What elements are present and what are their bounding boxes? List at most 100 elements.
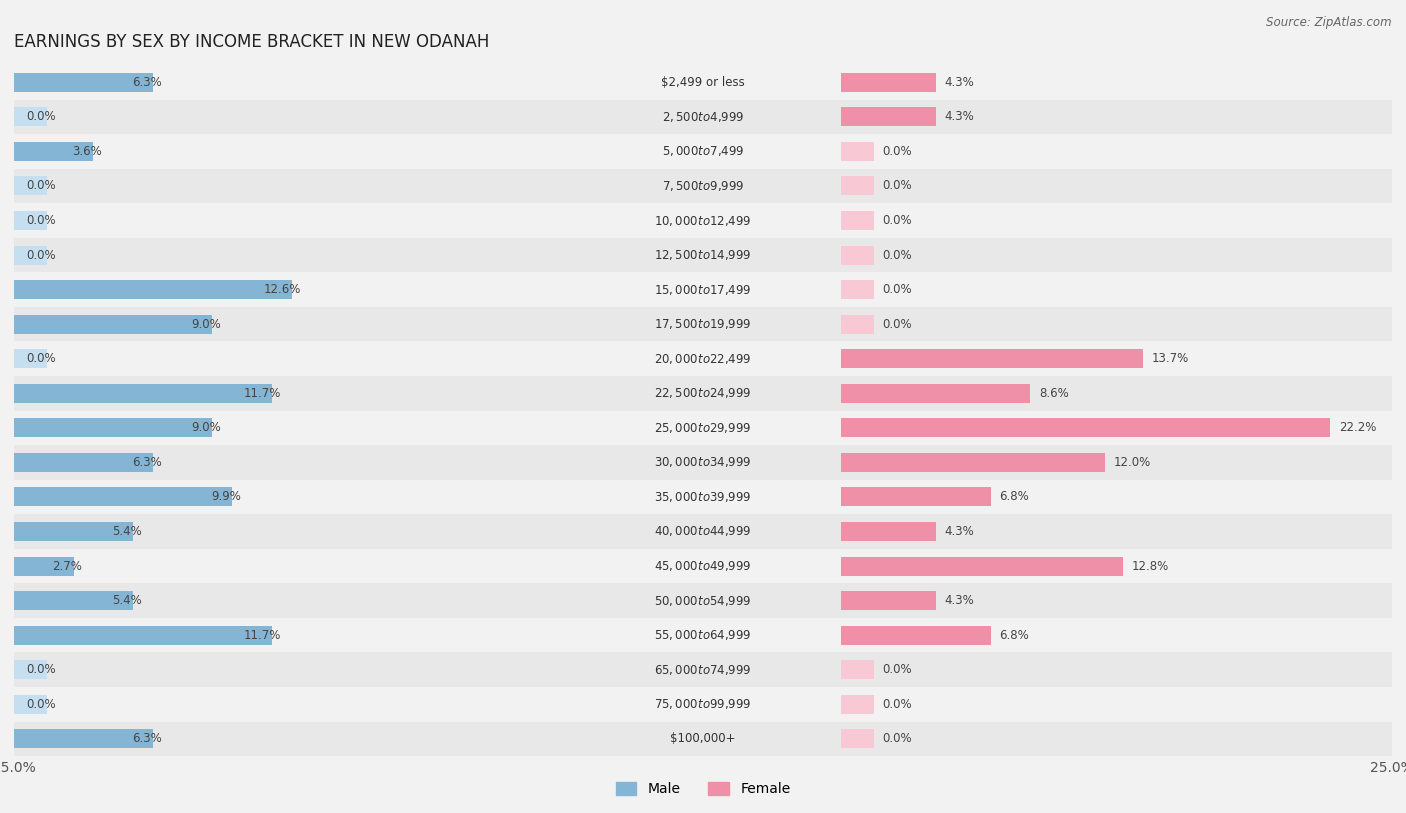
Bar (14, 411, 565, 446)
Bar (565, 446, 841, 480)
Bar (841, 549, 1392, 584)
Bar (841, 515, 1392, 549)
Bar (565, 169, 841, 203)
Bar (14, 99, 565, 134)
Text: $12,500 to $14,999: $12,500 to $14,999 (654, 248, 752, 262)
Text: 0.0%: 0.0% (883, 318, 912, 331)
Bar (565, 376, 841, 411)
Text: $35,000 to $39,999: $35,000 to $39,999 (654, 490, 752, 504)
Bar (841, 272, 1392, 307)
Text: 4.3%: 4.3% (945, 76, 974, 89)
Bar (565, 411, 841, 446)
Bar (14, 176, 48, 195)
Bar (14, 169, 565, 203)
Bar (14, 626, 271, 645)
Text: 12.0%: 12.0% (1114, 456, 1152, 469)
Bar (841, 411, 1392, 446)
Bar (14, 246, 48, 264)
Bar (841, 107, 935, 126)
Bar (841, 660, 875, 679)
Bar (14, 687, 565, 722)
Bar (14, 65, 565, 99)
Bar (14, 695, 48, 714)
Bar (841, 488, 991, 506)
Bar (565, 134, 841, 169)
Text: 4.3%: 4.3% (945, 594, 974, 607)
Bar (14, 134, 565, 169)
Text: 4.3%: 4.3% (945, 111, 974, 124)
Bar (14, 515, 565, 549)
Text: 0.0%: 0.0% (883, 663, 912, 676)
Text: 0.0%: 0.0% (883, 698, 912, 711)
Text: 0.0%: 0.0% (27, 180, 56, 193)
Bar (565, 237, 841, 272)
Text: $100,000+: $100,000+ (671, 733, 735, 746)
Bar (14, 203, 565, 237)
Bar (841, 350, 1143, 368)
Bar (14, 584, 565, 618)
Text: 22.2%: 22.2% (1339, 421, 1376, 434)
Text: 0.0%: 0.0% (883, 733, 912, 746)
Text: $45,000 to $49,999: $45,000 to $49,999 (654, 559, 752, 573)
Bar (841, 176, 875, 195)
Bar (14, 652, 565, 687)
Bar (14, 73, 153, 92)
Text: 9.0%: 9.0% (191, 421, 221, 434)
Bar (14, 446, 565, 480)
Text: $65,000 to $74,999: $65,000 to $74,999 (654, 663, 752, 676)
Text: $2,500 to $4,999: $2,500 to $4,999 (662, 110, 744, 124)
Text: $22,500 to $24,999: $22,500 to $24,999 (654, 386, 752, 400)
Bar (14, 660, 48, 679)
Bar (565, 618, 841, 652)
Bar (14, 729, 153, 748)
Text: 0.0%: 0.0% (883, 145, 912, 158)
Bar (841, 203, 1392, 237)
Bar (565, 99, 841, 134)
Text: $17,500 to $19,999: $17,500 to $19,999 (654, 317, 752, 331)
Text: 12.6%: 12.6% (263, 283, 301, 296)
Text: 9.0%: 9.0% (191, 318, 221, 331)
Bar (841, 315, 875, 333)
Text: $50,000 to $54,999: $50,000 to $54,999 (654, 593, 752, 607)
Bar (841, 280, 875, 299)
Text: 11.7%: 11.7% (243, 387, 281, 400)
Text: 0.0%: 0.0% (883, 249, 912, 262)
Text: $20,000 to $22,499: $20,000 to $22,499 (654, 352, 752, 366)
Bar (14, 211, 48, 230)
Bar (841, 246, 875, 264)
Bar (14, 376, 565, 411)
Text: 13.7%: 13.7% (1152, 352, 1189, 365)
Text: 9.9%: 9.9% (211, 490, 242, 503)
Bar (14, 480, 565, 515)
Bar (841, 99, 1392, 134)
Bar (14, 280, 292, 299)
Text: $40,000 to $44,999: $40,000 to $44,999 (654, 524, 752, 538)
Bar (14, 618, 565, 652)
Bar (841, 729, 875, 748)
Bar (841, 169, 1392, 203)
Text: EARNINGS BY SEX BY INCOME BRACKET IN NEW ODANAH: EARNINGS BY SEX BY INCOME BRACKET IN NEW… (14, 33, 489, 50)
Bar (14, 522, 134, 541)
Text: 0.0%: 0.0% (883, 214, 912, 227)
Bar (841, 722, 1392, 756)
Text: 6.3%: 6.3% (132, 733, 162, 746)
Bar (841, 419, 1330, 437)
Bar (565, 687, 841, 722)
Text: $30,000 to $34,999: $30,000 to $34,999 (654, 455, 752, 469)
Bar (14, 315, 212, 333)
Bar (14, 419, 212, 437)
Text: 12.8%: 12.8% (1132, 559, 1168, 572)
Text: 6.3%: 6.3% (132, 456, 162, 469)
Text: 0.0%: 0.0% (27, 249, 56, 262)
Text: $2,499 or less: $2,499 or less (661, 76, 745, 89)
Bar (841, 237, 1392, 272)
Bar (14, 307, 565, 341)
Bar (14, 384, 271, 402)
Bar (14, 722, 565, 756)
Text: Source: ZipAtlas.com: Source: ZipAtlas.com (1267, 16, 1392, 29)
Bar (14, 107, 48, 126)
Text: $7,500 to $9,999: $7,500 to $9,999 (662, 179, 744, 193)
Text: 5.4%: 5.4% (112, 525, 142, 538)
Text: 6.3%: 6.3% (132, 76, 162, 89)
Bar (841, 134, 1392, 169)
